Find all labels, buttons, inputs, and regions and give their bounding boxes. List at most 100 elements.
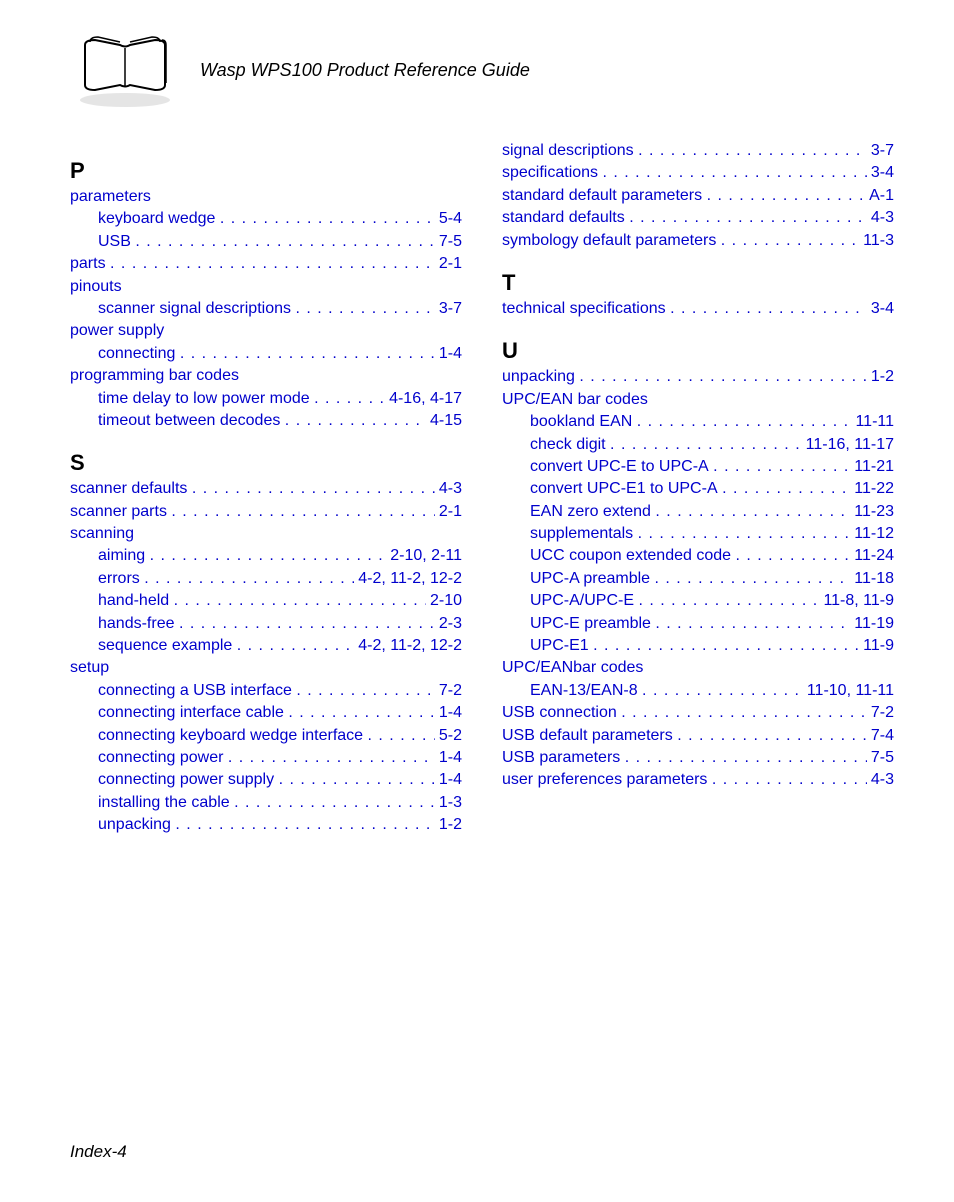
index-entry[interactable]: UPC/EANbar codes [502,657,894,679]
index-entry-page: 3-4 [867,162,894,184]
leader-dots [621,702,867,724]
index-entry[interactable]: USB parameters 7-5 [502,747,894,769]
index-entry-label: sequence example [98,635,232,657]
index-entry-page: 3-4 [867,298,894,320]
index-entry-page: 7-2 [435,680,462,702]
index-entry[interactable]: connecting 1-4 [70,343,462,365]
index-entry[interactable]: timeout between decodes 4-15 [70,410,462,432]
index-entry[interactable]: keyboard wedge 5-4 [70,208,462,230]
leader-dots [721,230,859,252]
section-letter: U [502,338,894,364]
index-entry[interactable]: convert UPC-E to UPC-A 11-21 [502,456,894,478]
index-entry-label: hand-held [98,590,169,612]
index-entry-label: pinouts [70,276,122,298]
index-entry[interactable]: scanning [70,523,462,545]
index-entry-label: scanner parts [70,501,167,523]
index-entry[interactable]: UPC-A/UPC-E 11-8, 11-9 [502,590,894,612]
index-entry[interactable]: check digit 11-16, 11-17 [502,434,894,456]
index-entry[interactable]: USB connection 7-2 [502,702,894,724]
index-entry-page: 4-15 [426,410,462,432]
index-entry[interactable]: parts 2-1 [70,253,462,275]
index-entry-page: 11-22 [850,478,894,500]
index-entry-label: check digit [530,434,606,456]
index-entry-page: 2-3 [435,613,462,635]
index-entry[interactable]: time delay to low power mode 4-16, 4-17 [70,388,462,410]
index-entry[interactable]: standard defaults 4-3 [502,207,894,229]
index-entry[interactable]: standard default parameters A-1 [502,185,894,207]
leader-dots [175,814,434,836]
index-entry[interactable]: UPC-A preamble 11-18 [502,568,894,590]
page-footer: Index-4 [70,1142,127,1162]
index-entry[interactable]: scanner signal descriptions 3-7 [70,298,462,320]
index-entry[interactable]: EAN zero extend 11-23 [502,501,894,523]
index-entry-label: UPC/EAN bar codes [502,389,648,411]
index-entry[interactable]: power supply [70,320,462,342]
leader-dots [722,478,850,500]
leader-dots [296,680,435,702]
index-entry-page: 11-9 [859,635,894,657]
index-entry-page: 4-3 [867,769,894,791]
page-header: Wasp WPS100 Product Reference Guide [70,30,894,110]
index-entry[interactable]: scanner parts 2-1 [70,501,462,523]
index-entry[interactable]: EAN-13/EAN-8 11-10, 11-11 [502,680,894,702]
index-entry[interactable]: connecting power 1-4 [70,747,462,769]
index-entry-label: USB [98,231,131,253]
index-entry-label: standard defaults [502,207,625,229]
index-entry[interactable]: unpacking 1-2 [70,814,462,836]
index-entry[interactable]: symbology default parameters 11-3 [502,230,894,252]
index-entry[interactable]: unpacking 1-2 [502,366,894,388]
leader-dots [713,456,850,478]
index-entry[interactable]: UPC-E preamble 11-19 [502,613,894,635]
book-icon [70,30,180,110]
index-entry-page: 11-24 [850,545,894,567]
index-entry[interactable]: aiming 2-10, 2-11 [70,545,462,567]
index-entry-label: connecting power supply [98,769,274,791]
index-entry[interactable]: bookland EAN 11-11 [502,411,894,433]
index-entry-label: UPC-A preamble [530,568,650,590]
index-entry[interactable]: user preferences parameters 4-3 [502,769,894,791]
index-entry[interactable]: technical specifications 3-4 [502,298,894,320]
index-entry-label: programming bar codes [70,365,239,387]
index-entry[interactable]: parameters [70,186,462,208]
leader-dots [228,747,435,769]
index-entry[interactable]: installing the cable 1-3 [70,792,462,814]
index-entry[interactable]: setup [70,657,462,679]
index-entry-page: 1-4 [435,702,462,724]
leader-dots [637,411,852,433]
index-columns: Pparameterskeyboard wedge 5-4USB 7-5part… [70,140,894,837]
index-entry-page: 4-3 [867,207,894,229]
index-entry[interactable]: USB 7-5 [70,231,462,253]
index-entry[interactable]: programming bar codes [70,365,462,387]
index-entry[interactable]: sequence example 4-2, 11-2, 12-2 [70,635,462,657]
index-entry-page: 11-23 [850,501,894,523]
index-entry[interactable]: USB default parameters 7-4 [502,725,894,747]
index-entry[interactable]: connecting a USB interface 7-2 [70,680,462,702]
index-entry[interactable]: convert UPC-E1 to UPC-A 11-22 [502,478,894,500]
index-entry-page: 11-10, 11-11 [803,680,894,702]
leader-dots [638,140,867,162]
index-entry[interactable]: UPC-E1 11-9 [502,635,894,657]
left-column: Pparameterskeyboard wedge 5-4USB 7-5part… [70,140,462,837]
leader-dots [110,253,435,275]
index-entry[interactable]: hands-free 2-3 [70,613,462,635]
index-entry-label: EAN-13/EAN-8 [530,680,638,702]
index-entry[interactable]: UPC/EAN bar codes [502,389,894,411]
index-entry[interactable]: errors 4-2, 11-2, 12-2 [70,568,462,590]
index-entry-page: 1-2 [867,366,894,388]
index-entry[interactable]: connecting power supply 1-4 [70,769,462,791]
index-entry[interactable]: hand-held 2-10 [70,590,462,612]
index-entry[interactable]: UCC coupon extended code 11-24 [502,545,894,567]
leader-dots [655,568,851,590]
index-entry-label: UPC-E preamble [530,613,651,635]
leader-dots [220,208,435,230]
index-entry[interactable]: supplementals 11-12 [502,523,894,545]
index-entry[interactable]: pinouts [70,276,462,298]
index-entry[interactable]: specifications 3-4 [502,162,894,184]
index-entry-page: 4-2, 11-2, 12-2 [354,635,462,657]
index-entry[interactable]: connecting keyboard wedge interface 5-2 [70,725,462,747]
index-entry[interactable]: connecting interface cable 1-4 [70,702,462,724]
page: Wasp WPS100 Product Reference Guide Ppar… [0,0,954,1202]
index-entry-page: A-1 [865,185,894,207]
index-entry[interactable]: signal descriptions 3-7 [502,140,894,162]
index-entry[interactable]: scanner defaults 4-3 [70,478,462,500]
